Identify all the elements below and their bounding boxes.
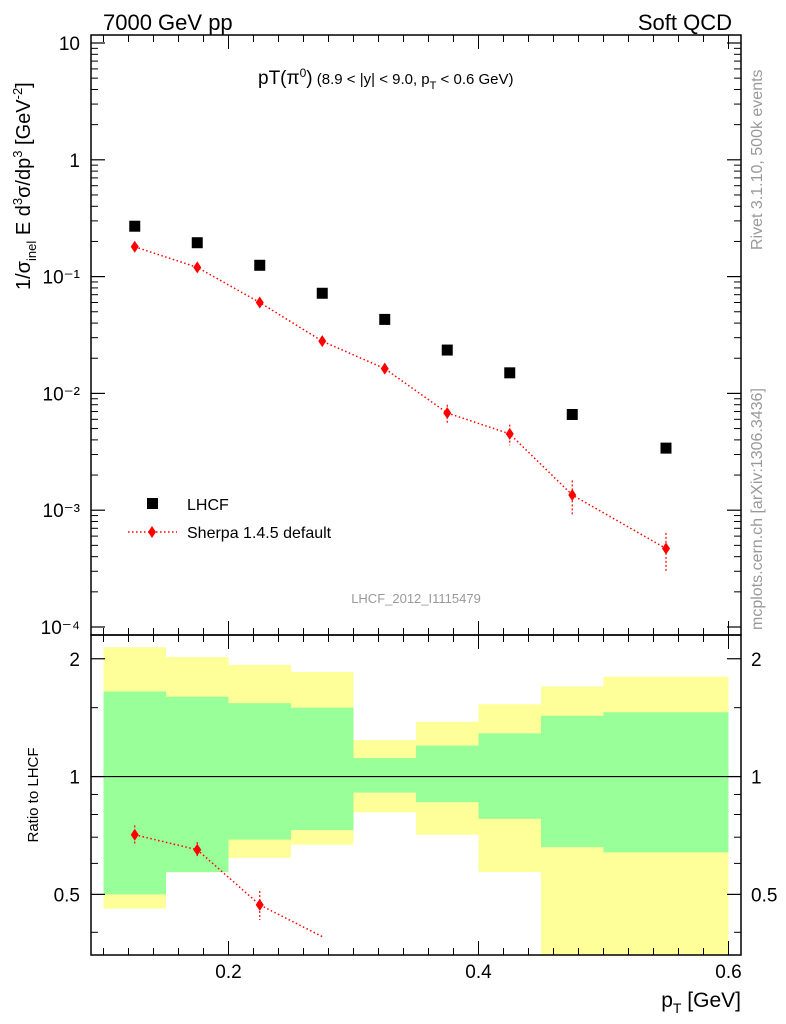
- legend: LHCF Sherpa 1.4.5 default: [128, 497, 332, 542]
- sherpa-point: [130, 240, 139, 253]
- ratio-y-tick-label-right: 2: [751, 650, 762, 671]
- ratio-sherpa-point: [193, 843, 202, 856]
- ratio-y-tick-labels: 0.5 0.5 1 1 2 2: [54, 650, 778, 907]
- sherpa-point: [662, 542, 670, 555]
- main-frame: [90, 34, 742, 636]
- ratio-inner-band: [291, 707, 354, 831]
- lhcf-point: [660, 442, 672, 454]
- lhcf-point: [566, 408, 578, 420]
- lhcf-point: [254, 259, 266, 271]
- analysis-id-label: LHCF_2012_I1115479: [351, 591, 481, 606]
- ratio-inner-band: [541, 715, 604, 848]
- main-y-tick-label: 10⁻⁴: [41, 618, 80, 639]
- ratio-frame: [90, 634, 742, 956]
- main-y-tick-label: 10⁻³: [43, 501, 81, 522]
- sherpa-point: [318, 335, 327, 348]
- rivet-label: Rivet 3.1.10, 500k events: [749, 69, 766, 250]
- main-y-tick-label: 10⁻¹: [43, 268, 81, 289]
- ratio-sherpa-point: [130, 828, 139, 841]
- ratio-inner-band: [103, 691, 166, 895]
- ratio-inner-band: [603, 712, 729, 853]
- svg-text:1/σinel E d3σ/dp3 [GeV-2]: 1/σinel E d3σ/dp3 [GeV-2]: [10, 82, 39, 290]
- sherpa-point: [193, 261, 202, 274]
- legend-label-sherpa: Sherpa 1.4.5 default: [187, 525, 332, 542]
- sherpa-point: [505, 427, 514, 440]
- ratio-y-tick-label-right: 1: [751, 768, 762, 789]
- ratio-y-tick-label: 0.5: [54, 885, 80, 906]
- ratio-inner-band: [416, 745, 479, 803]
- main-y-tick-label: 10⁻²: [43, 384, 81, 405]
- sherpa-line: [134, 246, 667, 550]
- legend-marker-lhcf: [147, 498, 158, 509]
- lhcf-point: [379, 313, 391, 325]
- ratio-sherpa-point: [255, 898, 264, 911]
- sherpa-point: [443, 406, 452, 419]
- ratio-x-tick-labels: 0.2 0.4 0.6: [215, 962, 741, 983]
- ratio-axis-ticks: [91, 635, 741, 955]
- x-tick-label: 0.4: [465, 962, 492, 983]
- x-tick-label: 0.6: [715, 962, 741, 983]
- ratio-panel: Ratio to LHCF 0.5 0.5 1 1 2 2 0.2 0.4 0.6 pT [G…: [25, 634, 778, 1016]
- process-label: Soft QCD: [638, 10, 732, 35]
- main-panel: LHCF_2012_I1115479 pT(π0) (8.9 < |y| < 9…: [10, 34, 742, 639]
- lhcf-point: [441, 344, 453, 356]
- ratio-inner-band: [228, 703, 291, 840]
- main-y-tick-label: 10: [59, 34, 80, 55]
- lhcf-point: [129, 220, 141, 232]
- main-title: pT(π0) (8.9 < |y| < 9.0, pT < 0.6 GeV): [258, 66, 514, 92]
- main-ylabel: 1/σinel E d3σ/dp3 [GeV-2]: [10, 82, 39, 290]
- ratio-sherpa-line: [134, 834, 323, 938]
- legend-label-lhcf: LHCF: [187, 497, 229, 514]
- lhcf-point: [191, 237, 203, 249]
- main-axis-ticks: [91, 35, 741, 635]
- energy-label: 7000 GeV pp: [103, 10, 233, 35]
- x-axis-label: pT [GeV]: [661, 989, 741, 1016]
- ratio-ylabel: Ratio to LHCF: [25, 747, 42, 842]
- lhcf-point: [504, 367, 516, 379]
- legend-marker-sherpa: [148, 526, 156, 538]
- x-tick-label: 0.2: [215, 962, 241, 983]
- ratio-y-tick-label-right: 0.5: [751, 885, 777, 906]
- sherpa-point: [380, 362, 389, 375]
- sherpa-point: [568, 488, 577, 501]
- main-y-tick-label: 1: [69, 151, 80, 172]
- ratio-y-tick-label: 2: [69, 650, 80, 671]
- lhcf-point: [316, 287, 328, 299]
- ratio-y-tick-label: 1: [69, 768, 80, 789]
- ratio-inner-band: [353, 758, 416, 793]
- mcplots-label: mcplots.cern.ch [arXiv:1306.3436]: [749, 388, 766, 630]
- sherpa-point: [255, 296, 264, 309]
- main-y-tick-labels: 10 1 10⁻¹ 10⁻² 10⁻³ 10⁻⁴: [41, 34, 80, 639]
